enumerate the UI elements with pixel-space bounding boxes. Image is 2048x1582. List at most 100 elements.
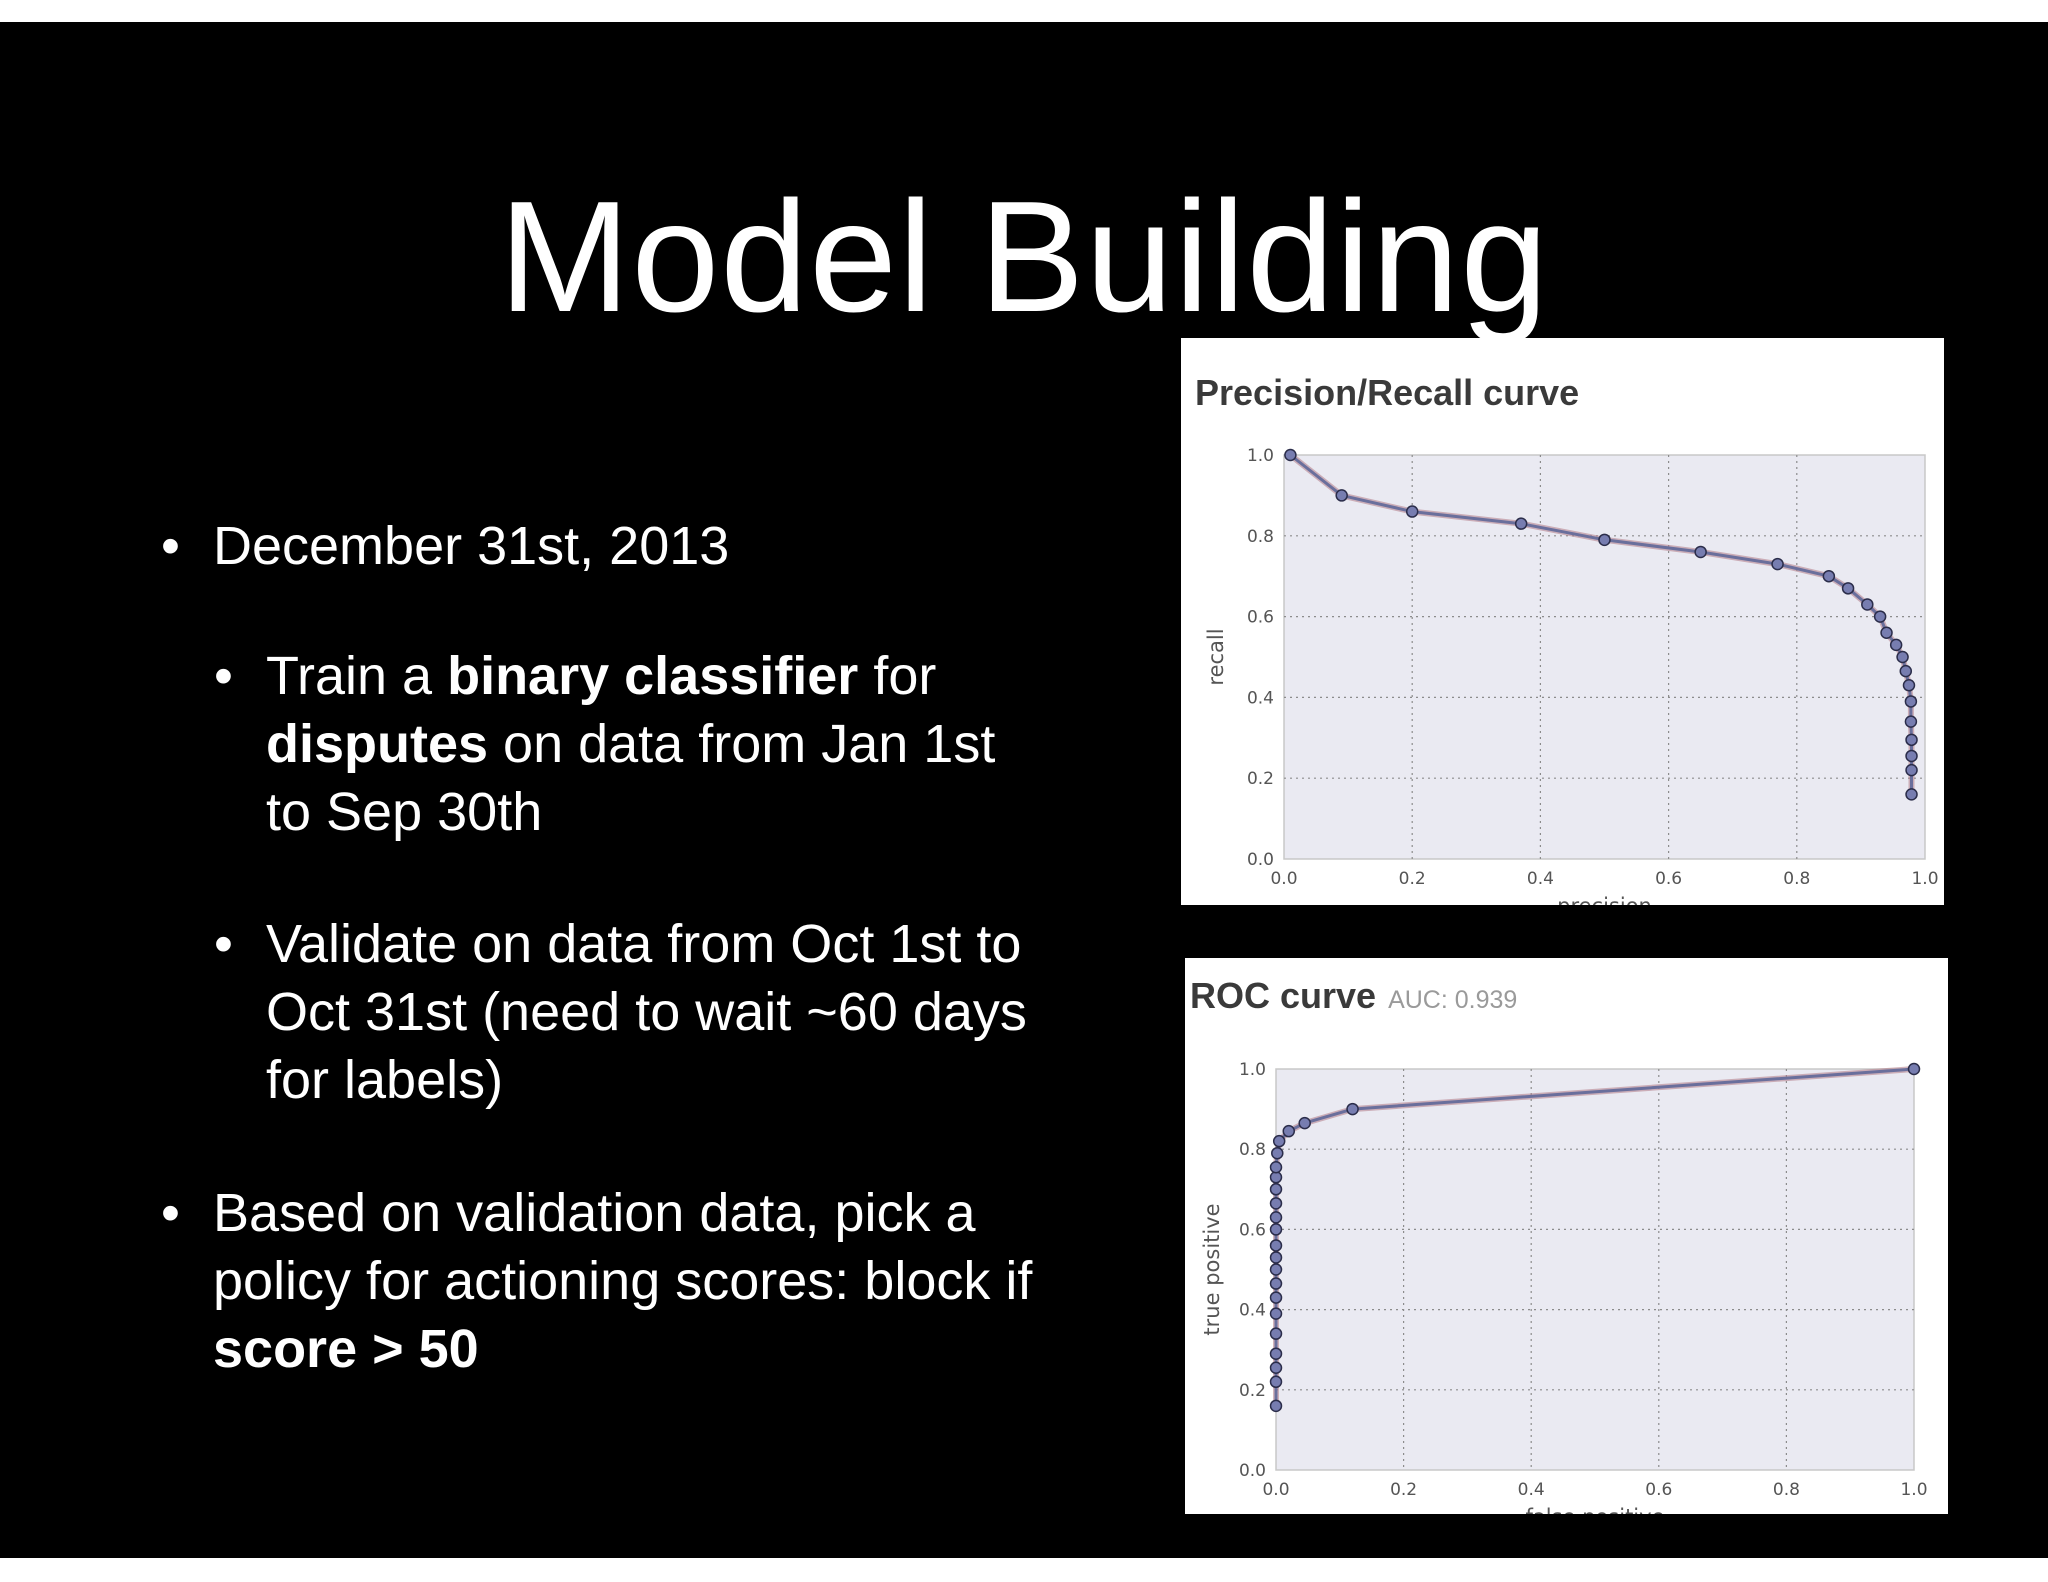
y-tick-label: 1.0 <box>1247 446 1274 466</box>
y-tick-label: 0.0 <box>1247 850 1274 870</box>
data-point <box>1771 557 1784 571</box>
bullet-text-segment: December 31st, 2013 <box>213 516 730 576</box>
x-tick-label: 0.6 <box>1645 1480 1672 1500</box>
data-point <box>1269 1251 1283 1264</box>
bullet-bold-text: score > 50 <box>213 1319 479 1379</box>
data-point <box>1905 788 1918 801</box>
data-point <box>1269 1160 1283 1174</box>
y-tick-label: 0.0 <box>1239 1461 1266 1481</box>
bullet-item: • Validate on data from Oct 1st to Oct 3… <box>214 910 1046 1114</box>
plot-area <box>1283 454 1926 860</box>
slide-title: Model Building <box>498 169 1550 345</box>
data-point <box>1272 1134 1286 1148</box>
x-axis-label: false positive <box>1525 1505 1664 1514</box>
data-point <box>1880 626 1893 640</box>
data-point <box>1269 1223 1283 1236</box>
data-point <box>1405 505 1419 518</box>
bullet-text-segment: Train a <box>266 646 448 706</box>
data-point <box>1271 1146 1284 1160</box>
y-tick-label: 0.6 <box>1247 608 1274 628</box>
data-point <box>1907 1062 1921 1076</box>
data-point <box>1269 1263 1283 1276</box>
x-axis-label: precision <box>1557 894 1652 905</box>
y-tick-label: 0.2 <box>1247 769 1274 789</box>
data-point <box>1269 1347 1283 1360</box>
y-tick-label: 0.2 <box>1239 1381 1266 1401</box>
data-point <box>1905 763 1918 777</box>
bullet-text: Train a binary classifier for disputes o… <box>266 646 995 842</box>
plot-area <box>1275 1068 1915 1471</box>
data-point <box>1902 679 1916 692</box>
precision-recall-panel: Precision/Recall curve 0.0 0.2 0.4 0.6 0.8 1.0… <box>1181 338 1944 905</box>
bullet-text-segment: Validate on data from Oct 1st to Oct 31s… <box>266 914 1027 1110</box>
bullet-bold-text: disputes <box>266 714 489 774</box>
slide: Model Building • December 31st, 2013 • T… <box>0 22 2048 1558</box>
roc-chart: ROC curve AUC: 0.939 0.0 0.2 0.4 0.6 0.8 1.0 0.0… <box>1190 975 1928 1514</box>
data-point <box>1269 1277 1283 1290</box>
bullet-text: Validate on data from Oct 1st to Oct 31s… <box>266 914 1027 1110</box>
x-tick-label: 0.4 <box>1527 869 1554 889</box>
y-axis-label: recall <box>1204 628 1228 685</box>
x-tick-label: 0.2 <box>1399 869 1426 889</box>
x-tick-label: 0.6 <box>1655 869 1682 889</box>
data-point <box>1269 1399 1283 1413</box>
y-tick-label: 0.8 <box>1247 527 1274 547</box>
bullet-dot: • <box>161 1183 180 1243</box>
bullet-text-segment: for <box>858 646 937 706</box>
curve-line <box>1289 453 1913 795</box>
bullet-dot: • <box>214 914 233 974</box>
bullet-item: • Train a binary classifier for disputes… <box>214 642 1046 846</box>
x-tick-label: 1.0 <box>1911 869 1938 889</box>
x-tick-label: 0.2 <box>1390 1480 1417 1500</box>
x-tick-label: 0.4 <box>1518 1480 1545 1500</box>
data-point <box>1904 715 1918 728</box>
data-point <box>1298 1116 1311 1130</box>
bullet-item: • Based on validation data, pick a polic… <box>161 1179 1093 1383</box>
data-point <box>1269 1327 1283 1340</box>
bullet-text: Based on validation data, pick a policy … <box>213 1183 1032 1379</box>
y-tick-label: 0.4 <box>1239 1301 1266 1321</box>
y-tick-label: 1.0 <box>1239 1060 1266 1080</box>
data-point <box>1841 582 1855 595</box>
x-tick-label: 0.0 <box>1262 1480 1289 1500</box>
data-point <box>1889 638 1903 652</box>
data-point <box>1269 1197 1283 1210</box>
bullet-text-segment: Based on validation data, pick a policy … <box>213 1183 1033 1311</box>
bullet-dot: • <box>214 646 233 706</box>
data-point <box>1269 1183 1283 1196</box>
data-point <box>1694 545 1707 559</box>
bullet-bold-text: binary classifier <box>447 646 859 706</box>
bullet-text: December 31st, 2013 <box>213 516 729 576</box>
chart-subtitle: AUC: 0.939 <box>1388 986 1517 1014</box>
data-point <box>1269 1211 1283 1224</box>
data-point <box>1822 569 1836 583</box>
y-tick-label: 0.8 <box>1239 1140 1266 1160</box>
data-point <box>1282 1124 1296 1138</box>
data-point <box>1269 1375 1283 1389</box>
chart-title: Precision/Recall curve <box>1195 372 1579 413</box>
y-tick-label: 0.6 <box>1239 1220 1266 1240</box>
data-point <box>1905 733 1918 747</box>
y-tick-label: 0.4 <box>1247 688 1274 708</box>
data-point <box>1269 1361 1283 1374</box>
bullet-list: • December 31st, 2013 • Train a binary c… <box>0 22 1100 1558</box>
bullet-dot: • <box>161 516 180 576</box>
x-tick-label: 0.8 <box>1773 1480 1800 1500</box>
data-point <box>1598 533 1611 547</box>
data-point <box>1269 1307 1283 1320</box>
data-point <box>1896 650 1909 664</box>
data-point <box>1269 1239 1283 1252</box>
data-point <box>1905 749 1918 763</box>
x-tick-label: 0.8 <box>1783 869 1810 889</box>
precision-recall-chart: Precision/Recall curve 0.0 0.2 0.4 0.6 0.8 1.0… <box>1195 372 1939 905</box>
x-tick-label: 1.0 <box>1900 1480 1927 1500</box>
data-point <box>1899 664 1913 678</box>
y-axis-label: true positive <box>1200 1203 1224 1335</box>
data-point <box>1873 610 1887 623</box>
data-point <box>1514 517 1528 530</box>
bullet-item: • December 31st, 2013 <box>161 512 1093 580</box>
data-point <box>1861 598 1874 611</box>
x-tick-label: 0.0 <box>1270 869 1297 889</box>
roc-panel: ROC curve AUC: 0.939 0.0 0.2 0.4 0.6 0.8 1.0 0.0… <box>1185 958 1948 1514</box>
data-point <box>1904 695 1918 708</box>
